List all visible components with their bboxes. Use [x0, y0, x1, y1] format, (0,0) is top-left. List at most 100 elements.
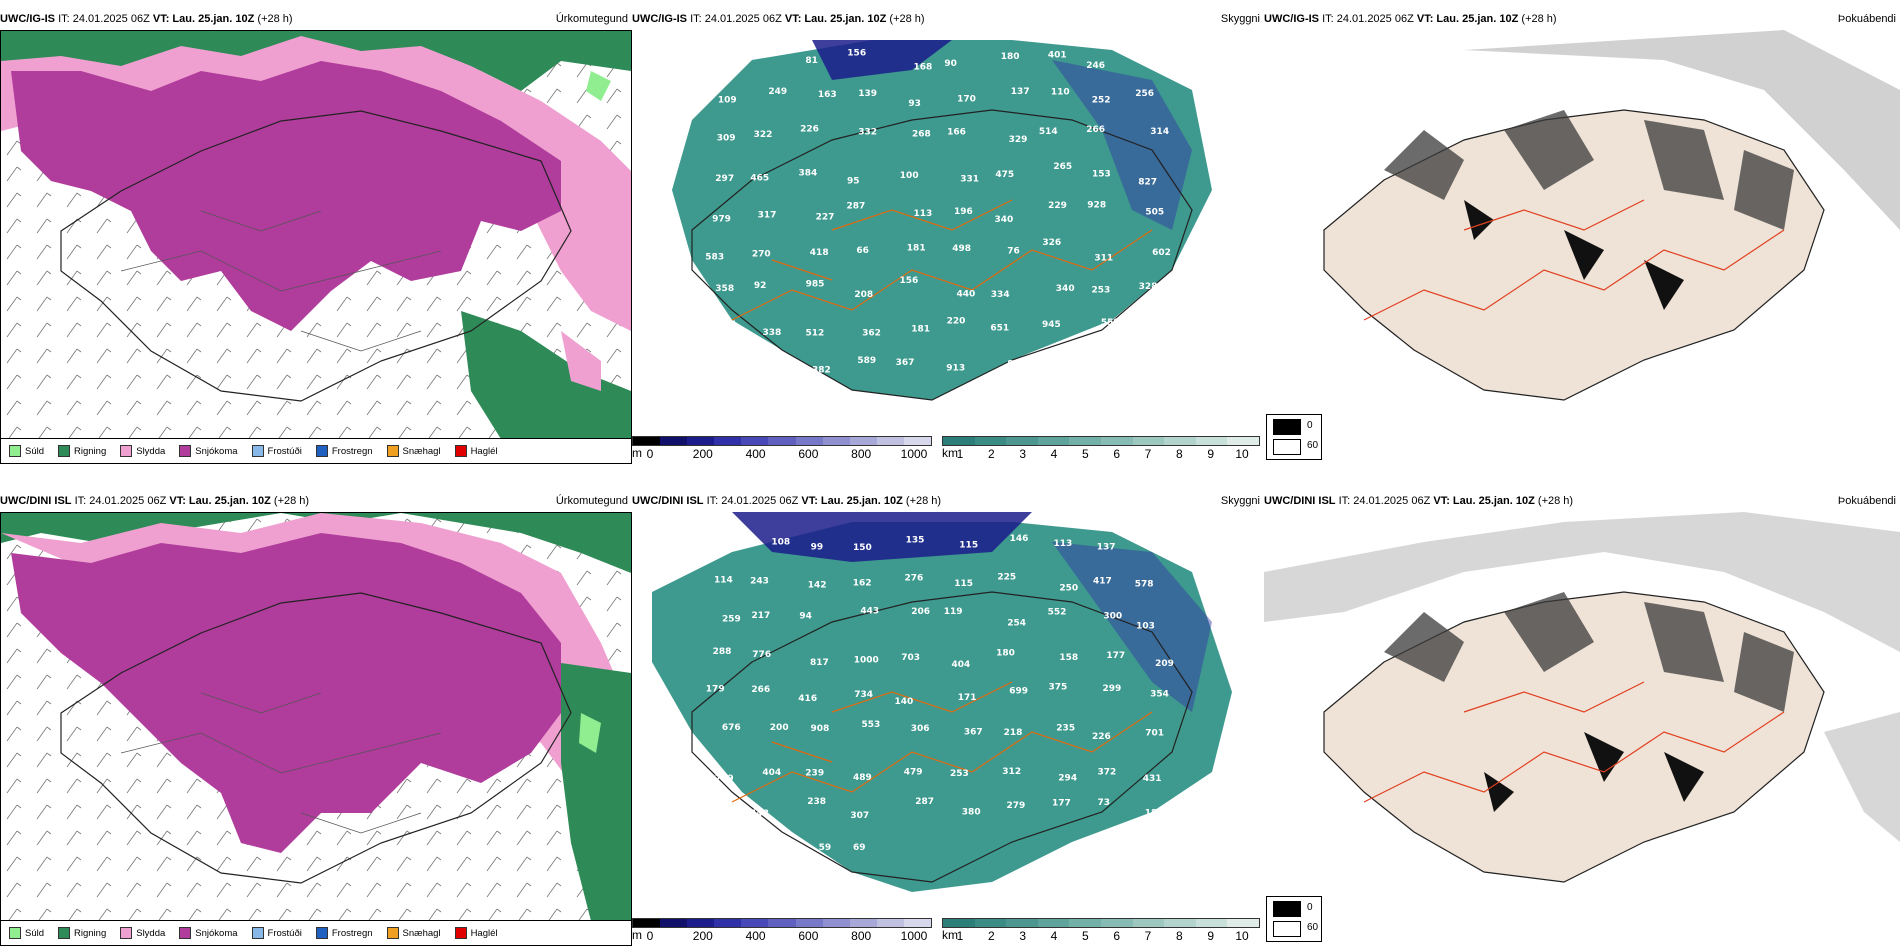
cloud-base-label: 372	[1098, 768, 1117, 778]
colorbar-segment	[943, 437, 975, 445]
cloud-base-label: 276	[905, 574, 924, 584]
visibility-panel-2: UWC/DINI ISL IT: 24.01.2025 06Z VT: Lau.…	[632, 490, 1264, 946]
cloud-base-label: 676	[722, 723, 741, 733]
cloud-base-label: 583	[705, 252, 724, 262]
cloud-base-label: 139	[858, 89, 877, 99]
cloud-base-label: 200	[770, 723, 789, 733]
fog-tick-0: 0	[1307, 420, 1313, 431]
cloud-base-label: 109	[1042, 358, 1061, 368]
colorbar-tick: 9	[1207, 929, 1214, 943]
cloud-base-label: 417	[1093, 576, 1112, 586]
cloud-base-label: 872	[1007, 360, 1026, 370]
visibility-colorbar	[942, 918, 1260, 928]
fog-high-index	[1384, 110, 1794, 230]
fog-offshore	[1264, 512, 1900, 652]
cloud-base-label: 465	[750, 174, 769, 184]
cloud-base-label: 226	[1092, 732, 1111, 742]
cloud-base-label: 113	[1054, 539, 1073, 549]
colorbar-segment	[1227, 437, 1259, 445]
valid-time: VT: Lau. 25.jan. 10Z	[152, 13, 255, 25]
cloud-base-label: 307	[850, 811, 869, 821]
cloud-base-label: 109	[718, 96, 737, 106]
panel-header: UWC/IG-IS IT: 24.01.2025 06Z VT: Lau. 25…	[1264, 8, 1900, 30]
cloud-base-label: 505	[1145, 208, 1164, 218]
cloud-base-label: 238	[807, 797, 826, 807]
model-name: UWC/DINI ISL	[1264, 495, 1336, 507]
roads	[120, 210, 442, 352]
cloud-base-label: 380	[962, 808, 981, 818]
cloud-base-label: 589	[857, 356, 876, 366]
panel-header: UWC/IG-IS IT: 24.01.2025 06Z VT: Lau. 25…	[0, 8, 632, 30]
cloud-base-scale: 0 200 400 600 800 1000 m	[632, 436, 932, 464]
cloud-base-label: 156	[900, 276, 919, 286]
colorbar-tick: 200	[692, 447, 713, 461]
fog-max-index	[1484, 732, 1704, 812]
legend-rain: Rigning	[58, 445, 106, 457]
cloud-base-ticks: 0 200 400 600 800 1000	[632, 928, 932, 943]
init-time: IT: 24.01.2025 06Z	[1338, 495, 1431, 507]
cloud-base-label: 326	[1042, 238, 1061, 248]
colorbar-segment	[660, 919, 688, 927]
cloud-base-label: 338	[763, 328, 782, 338]
panel-header: UWC/DINI ISL IT: 24.01.2025 06Z VT: Lau.…	[1264, 490, 1900, 512]
cloud-base-unit: m	[632, 928, 642, 942]
colorbar-tick: 1000	[900, 929, 928, 943]
cloud-base-label: 433	[1135, 49, 1154, 59]
fog-max-index	[1464, 200, 1684, 310]
cloud-base-label: 140	[895, 697, 914, 707]
colorbar-tick: 5	[1081, 447, 1089, 461]
cloud-base-label: 448	[750, 809, 769, 819]
cloud-base-label: 252	[1092, 95, 1111, 105]
colorbar-tick: 8	[1175, 929, 1183, 943]
cloud-base-label: 384	[799, 168, 818, 178]
field-title: Skyggni	[1220, 13, 1260, 25]
cloud-base-label: 941	[754, 362, 773, 372]
cloud-base-label: 288	[713, 647, 732, 657]
panel-header: UWC/DINI ISL IT: 24.01.2025 06Z VT: Lau.…	[0, 490, 632, 512]
cloud-base-label: 266	[1086, 125, 1105, 135]
colorbar-tick: 3	[1019, 929, 1026, 943]
cloud-base-label: 928	[1087, 200, 1106, 210]
cloud-base-label: 170	[957, 95, 976, 105]
colorbar-segment	[768, 437, 796, 445]
colorbar-segment	[1227, 919, 1259, 927]
low-cloud-area	[732, 512, 1032, 562]
cloud-base-label: 362	[862, 329, 881, 339]
colorbar-segment	[795, 437, 823, 445]
valid-time: VT: Lau. 25.jan. 10Z	[1433, 495, 1535, 507]
cloud-base-label: 66	[856, 246, 869, 256]
cloud-base-label: 110	[1051, 87, 1070, 97]
cloud-base-label: 229	[1048, 201, 1067, 211]
cloud-base-label: 114	[714, 576, 733, 586]
precip-type-panel-1: UWC/IG-IS IT: 24.01.2025 06Z VT: Lau. 25…	[0, 8, 632, 464]
cloud-base-label: 913	[946, 364, 965, 374]
fog-map-svg	[1264, 512, 1900, 912]
colorbar-segment	[741, 919, 769, 927]
cloud-base-label: 287	[915, 797, 934, 807]
cloud-base-label: 135	[906, 536, 925, 546]
colorbar-segment	[1100, 919, 1133, 927]
colorbar-segment	[903, 919, 932, 927]
rain-area-east	[561, 663, 631, 921]
cloud-base-label: 489	[853, 773, 872, 783]
visibility-map: 107 108 99 150 135 115 146 113 137 155 114 243 142 16…	[632, 512, 1264, 912]
precip-map: Súld Rigning Slydda Snjókoma Frostúði Fr…	[0, 512, 632, 946]
cloud-base-label: 180	[1001, 52, 1020, 62]
legend-freezing-drizzle: Frostúði	[251, 445, 302, 457]
cloud-base-label: 558	[1101, 318, 1120, 328]
colorbar-segment	[876, 919, 904, 927]
visibility-map-svg: 95 114 81 156 168 90 180 401 246 433 109 249 163 139 9…	[632, 30, 1264, 430]
fog-tick-60: 60	[1307, 440, 1319, 451]
cloud-base-label: 418	[810, 248, 829, 258]
legend-hail: Haglél	[454, 445, 498, 457]
colorbar-segment	[876, 437, 904, 445]
cloud-base-label: 218	[1004, 728, 1023, 738]
colorbar-segment	[795, 919, 823, 927]
colorbar-segment	[633, 437, 661, 445]
colorbar-tick: 400	[745, 447, 766, 461]
colorbar-tick: 7	[1144, 447, 1152, 461]
colorbar-segment	[822, 437, 850, 445]
iceland-coastline	[60, 592, 572, 884]
cloud-base-label: 279	[1007, 801, 1026, 811]
colorbar-tick: 10	[1235, 447, 1249, 461]
